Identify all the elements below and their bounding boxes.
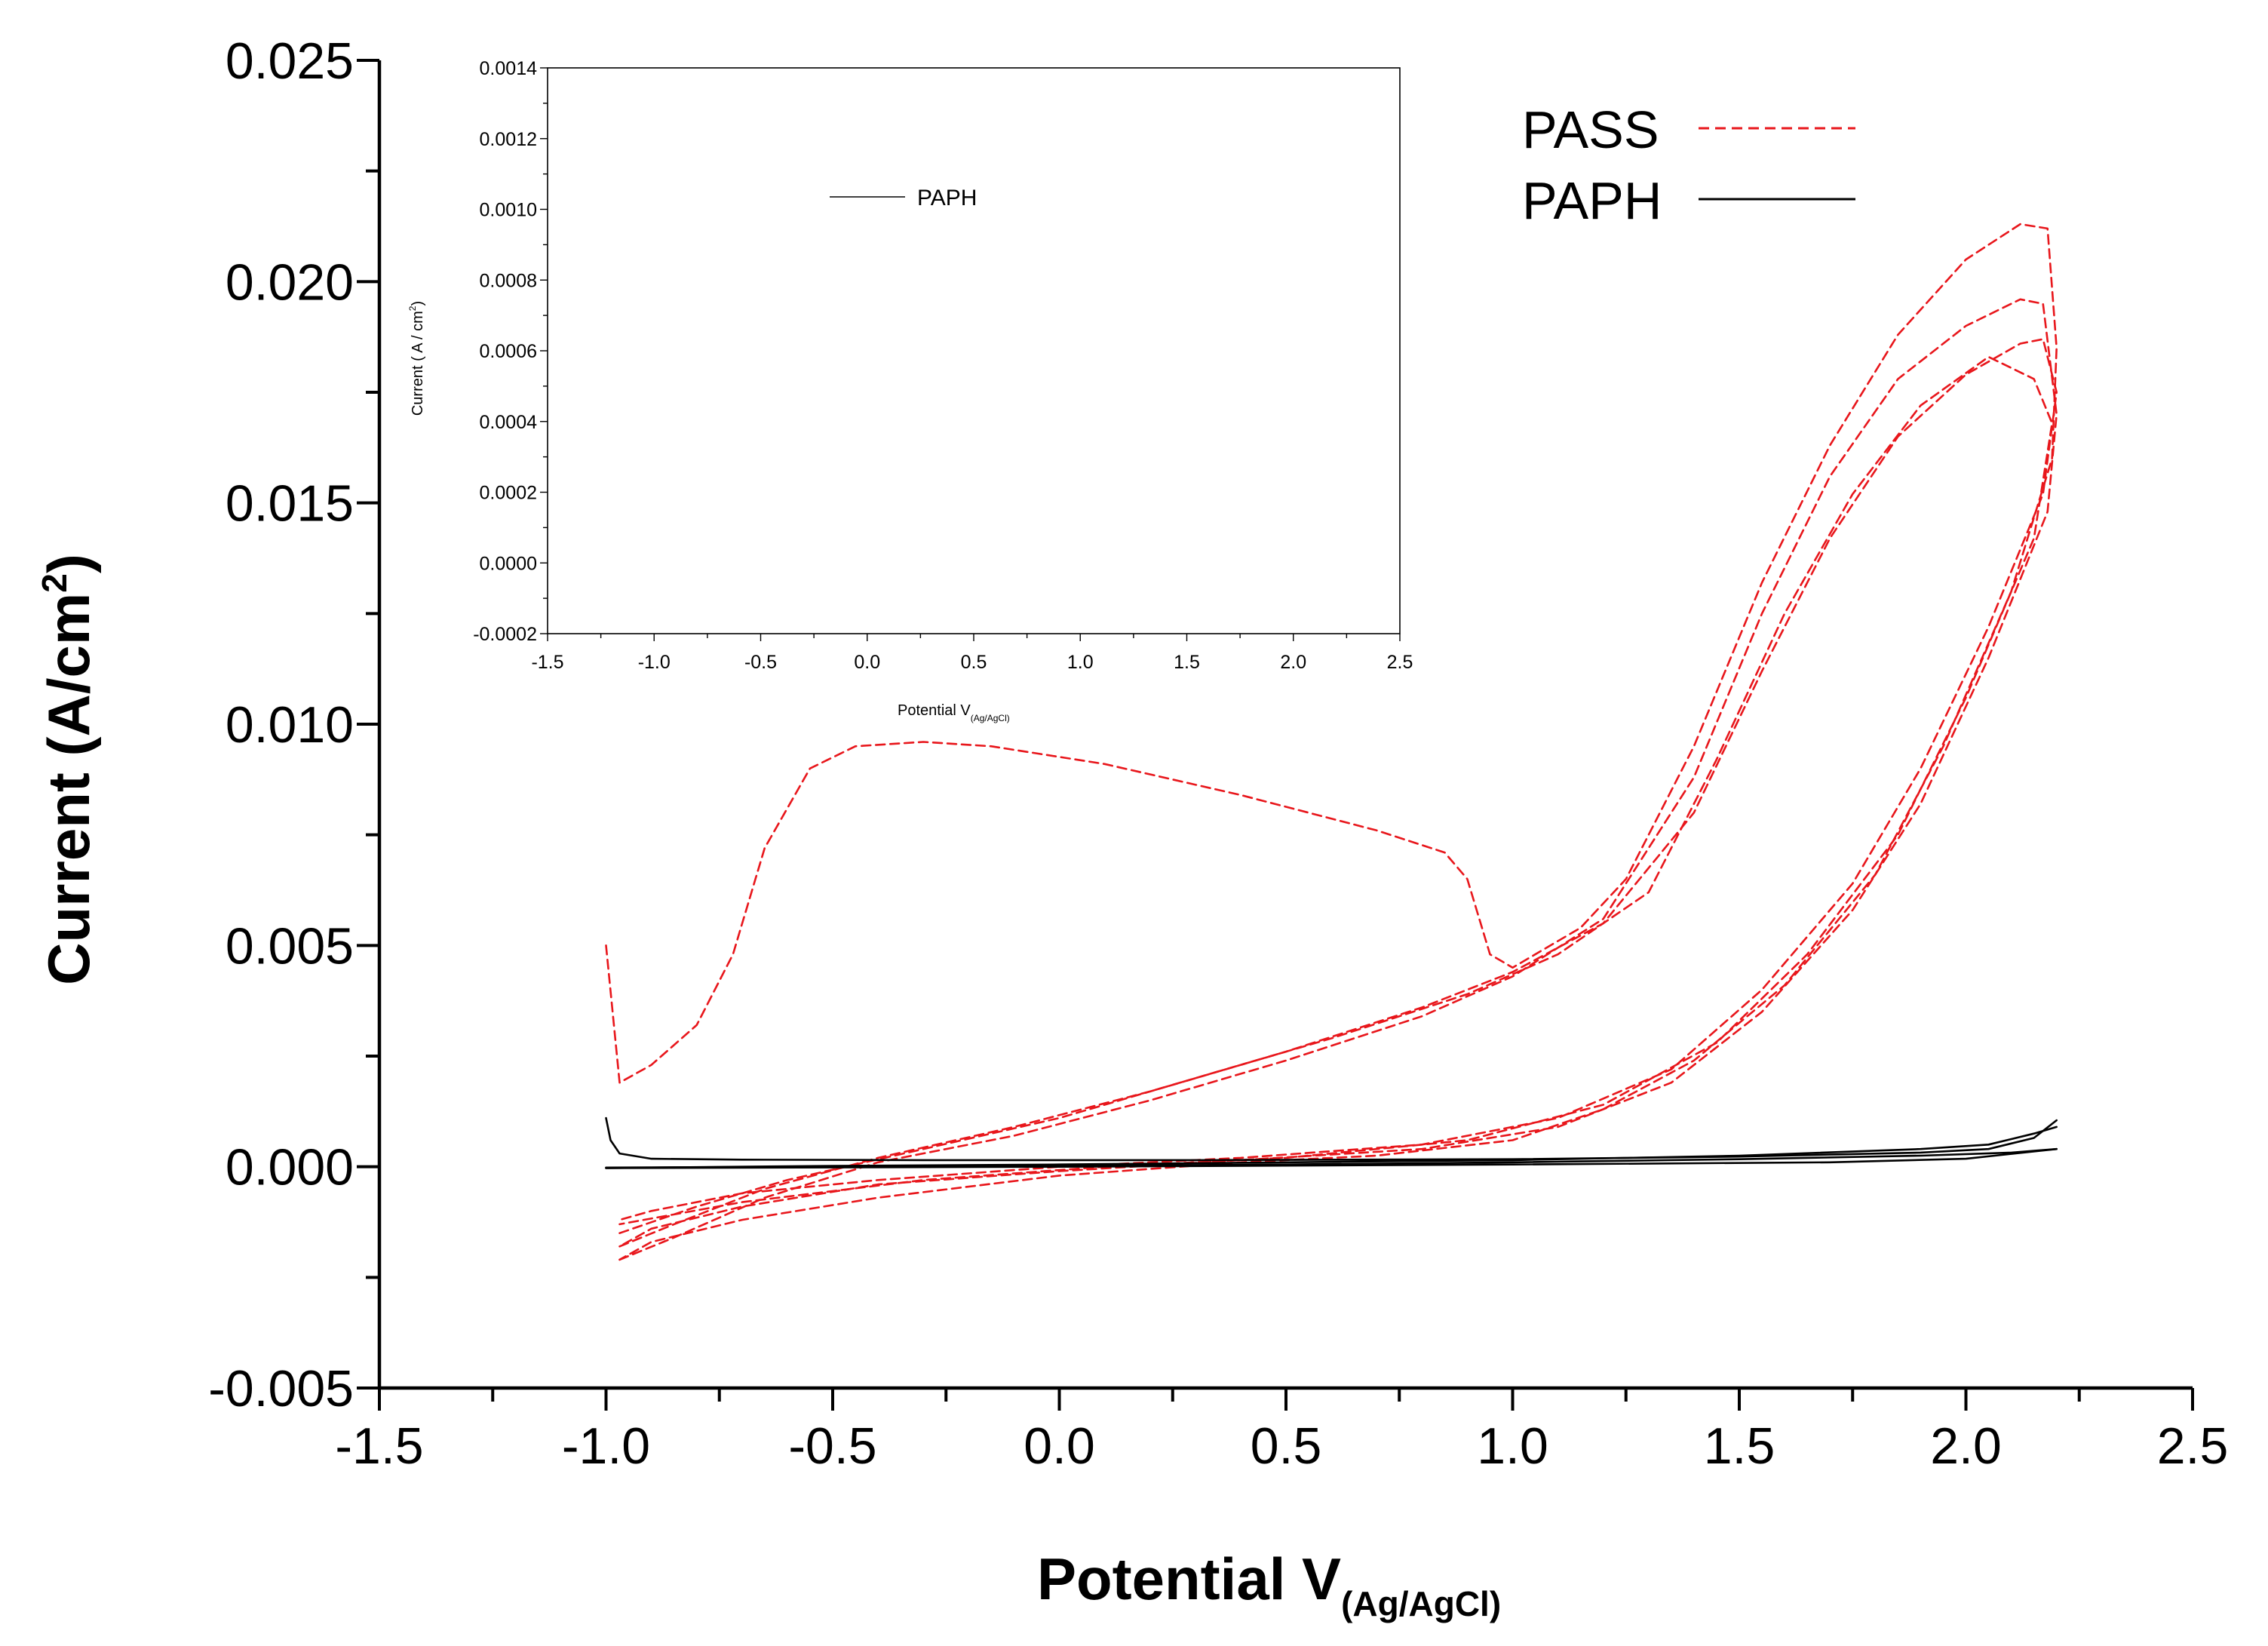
inset-y-tick-label: 0.0002 — [480, 483, 537, 504]
inset-x-tick-label: 1.0 — [1067, 652, 1094, 673]
inset-y-axis-label-close: ) — [410, 301, 426, 306]
inset-x-tick-label: 0.5 — [961, 652, 987, 673]
main-y-tick-label: 0.005 — [226, 917, 354, 975]
main-y-axis-label-close: ) — [35, 554, 102, 573]
main-series-pass-curve-1 — [605, 223, 2058, 1261]
inset-y-tick-label: -0.0002 — [473, 624, 537, 645]
main-series-pass-curve-2 — [618, 298, 2058, 1261]
main-x-axis-label: Potential V(Ag/AgCl) — [1037, 1546, 1501, 1623]
main-y-tick-label: 0.015 — [226, 475, 354, 533]
inset-x-tick-label: 0.0 — [854, 652, 880, 673]
inset-x-tick-label: 2.0 — [1280, 652, 1306, 673]
main-y-axis-label-superscript: 2 — [35, 573, 74, 593]
main-y-tick-label: -0.005 — [208, 1360, 354, 1417]
inset-x-tick-label: -1.0 — [638, 652, 671, 673]
main-legend: PASS PAPH — [1522, 100, 1855, 230]
inset-x-tick-label: -0.5 — [744, 652, 777, 673]
main-x-axis-label-text: Potential V — [1037, 1546, 1341, 1612]
inset-x-tick-label: -1.5 — [531, 652, 563, 673]
inset-y-axis-label: Current ( A / cm2) — [407, 301, 426, 416]
inset-y-tick-label: 0.0010 — [480, 200, 537, 221]
inset-x-axis-label-text: Potential V — [898, 702, 971, 719]
main-x-tick-label: 1.0 — [1477, 1417, 1548, 1475]
inset-y-tick-label: 0.0000 — [480, 553, 537, 574]
main-series-paph-curve-4 — [605, 1147, 2058, 1169]
inset-y-axis-label-superscript: 2 — [407, 306, 418, 311]
main-axes: -1.5 -1.0 -0.5 0.0 0.5 1.0 1.5 2.0 2.5-0.0050.00… — [208, 32, 2228, 1475]
legend-label-pass: PASS — [1522, 100, 1659, 159]
inset-legend-label-paph: PAPH — [917, 186, 977, 210]
main-plot-area — [605, 223, 2058, 1261]
main-x-tick-label: 2.0 — [1930, 1417, 2002, 1475]
main-y-tick-label: 0.025 — [226, 32, 354, 90]
main-x-tick-label: 2.5 — [2157, 1417, 2229, 1475]
inset-x-tick-label: 2.5 — [1387, 652, 1413, 673]
main-x-tick-label: 1.5 — [1704, 1417, 1775, 1475]
main-x-axis-label-subscript: (Ag/AgCl) — [1341, 1584, 1501, 1623]
inset-y-tick-label: 0.0004 — [480, 412, 538, 433]
main-series-paph-curve-1 — [605, 1116, 2058, 1162]
inset-x-axis-label: Potential V(Ag/AgCl) — [898, 702, 1010, 723]
main-series-paph-curve-2 — [605, 1125, 2058, 1169]
main-y-tick-label: 0.020 — [226, 253, 354, 311]
inset-axes: -1.5 -1.0 -0.5 0.0 0.5 1.0 1.5 2.0 2.5 -0.0002 0.0… — [473, 58, 1413, 673]
inset-chart: -1.5 -1.0 -0.5 0.0 0.5 1.0 1.5 2.0 2.5 -0.0002 0.0… — [407, 58, 1413, 723]
inset-y-axis-label-text: Current ( A / cm — [410, 311, 426, 416]
inset-frame — [547, 67, 1401, 634]
legend-label-paph: PAPH — [1522, 171, 1662, 230]
inset-x-axis-label-subscript: (Ag/AgCl) — [971, 713, 1010, 723]
main-y-tick-label: 0.010 — [226, 696, 354, 754]
inset-y-tick-label: 0.0006 — [480, 341, 537, 362]
inset-y-tick-label: 0.0008 — [480, 270, 537, 291]
main-y-axis-label: Current (A/cm2) — [35, 554, 102, 985]
main-x-tick-label: 0.0 — [1024, 1417, 1095, 1475]
main-y-axis-label-text: Current (A/cm — [35, 593, 102, 985]
main-x-tick-label: 0.5 — [1251, 1417, 1322, 1475]
main-x-tick-label: -0.5 — [788, 1417, 876, 1475]
inset-legend: PAPH — [830, 186, 977, 210]
inset-x-tick-label: 1.5 — [1174, 652, 1200, 673]
main-chart: -1.5 -1.0 -0.5 0.0 0.5 1.0 1.5 2.0 2.5-0.0050.00… — [35, 32, 2228, 1623]
main-y-tick-label: 0.000 — [226, 1139, 354, 1196]
main-series-pass-curve-4 — [618, 355, 2053, 1234]
main-x-tick-label: -1.0 — [562, 1417, 650, 1475]
main-x-tick-label: -1.5 — [335, 1417, 423, 1475]
inset-y-tick-label: 0.0014 — [480, 58, 538, 79]
inset-y-tick-label: 0.0012 — [480, 129, 537, 150]
